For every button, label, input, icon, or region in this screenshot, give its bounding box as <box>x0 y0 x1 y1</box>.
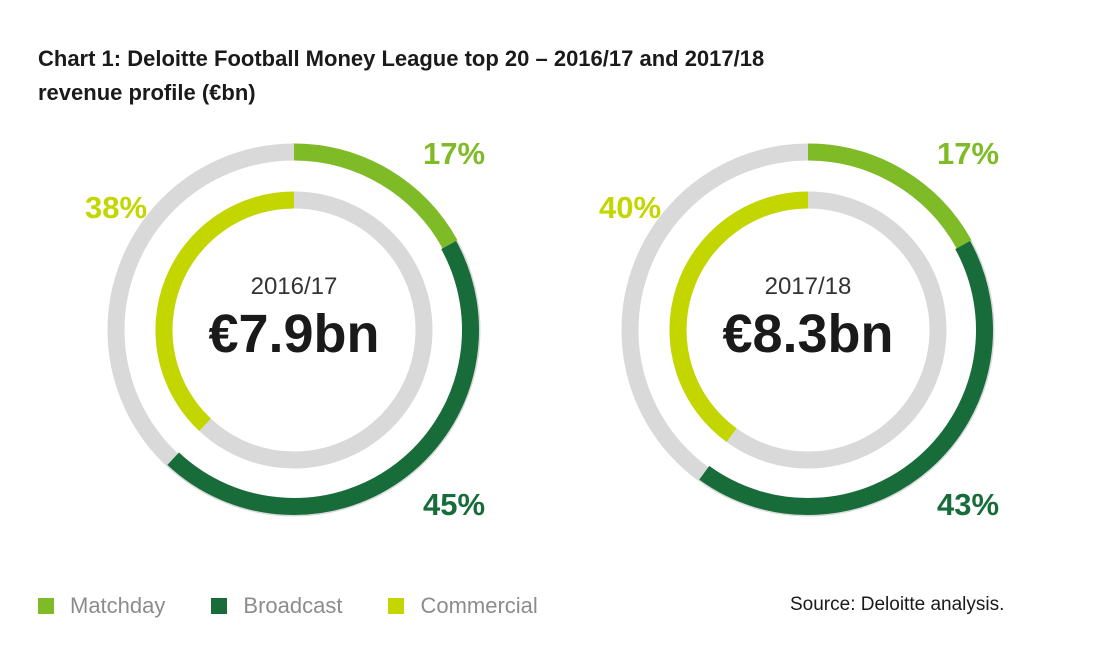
label-matchday-pct: 17% <box>423 136 485 171</box>
season-label: 2016/17 <box>251 273 338 300</box>
label-broadcast-pct: 43% <box>937 487 999 522</box>
chart-title-line-2: revenue profile (€bn) <box>38 80 256 105</box>
donut-chart-2017-18: 17% 43% 40% 2017/18 €8.3bn <box>599 136 999 522</box>
label-matchday-pct: 17% <box>937 136 999 171</box>
legend-swatch-commercial <box>388 598 405 614</box>
legend-label-broadcast: Broadcast <box>243 593 343 618</box>
legend-label-commercial: Commercial <box>420 593 538 618</box>
arc-broadcast <box>699 240 993 515</box>
arc-commercial <box>155 191 295 431</box>
label-commercial-pct: 38% <box>85 190 147 225</box>
legend-item-commercial: Commercial <box>388 593 538 619</box>
arc-matchday <box>807 143 972 249</box>
legend-item-matchday: Matchday <box>38 593 165 619</box>
arc-commercial <box>669 191 809 443</box>
legend-swatch-broadcast <box>211 598 228 614</box>
legend-label-matchday: Matchday <box>70 593 166 618</box>
legend: Matchday Broadcast Commercial <box>38 592 584 620</box>
label-broadcast-pct: 45% <box>423 487 485 522</box>
legend-swatch-matchday <box>38 598 54 614</box>
arc-matchday <box>293 143 458 249</box>
legend-item-broadcast: Broadcast <box>211 593 342 619</box>
season-label: 2017/18 <box>765 273 852 300</box>
chart-title-line-1: Chart 1: Deloitte Football Money League … <box>38 46 765 71</box>
label-commercial-pct: 40% <box>599 190 661 225</box>
total-revenue: €7.9bn <box>208 304 379 364</box>
donut-chart-2016-17: 17% 45% 38% 2016/17 €7.9bn <box>85 136 485 522</box>
chart-title: Chart 1: Deloitte Football Money League … <box>38 42 938 110</box>
total-revenue: €8.3bn <box>722 304 893 364</box>
arc-broadcast <box>167 240 479 515</box>
source-note: Source: Deloitte analysis. <box>790 594 1005 615</box>
